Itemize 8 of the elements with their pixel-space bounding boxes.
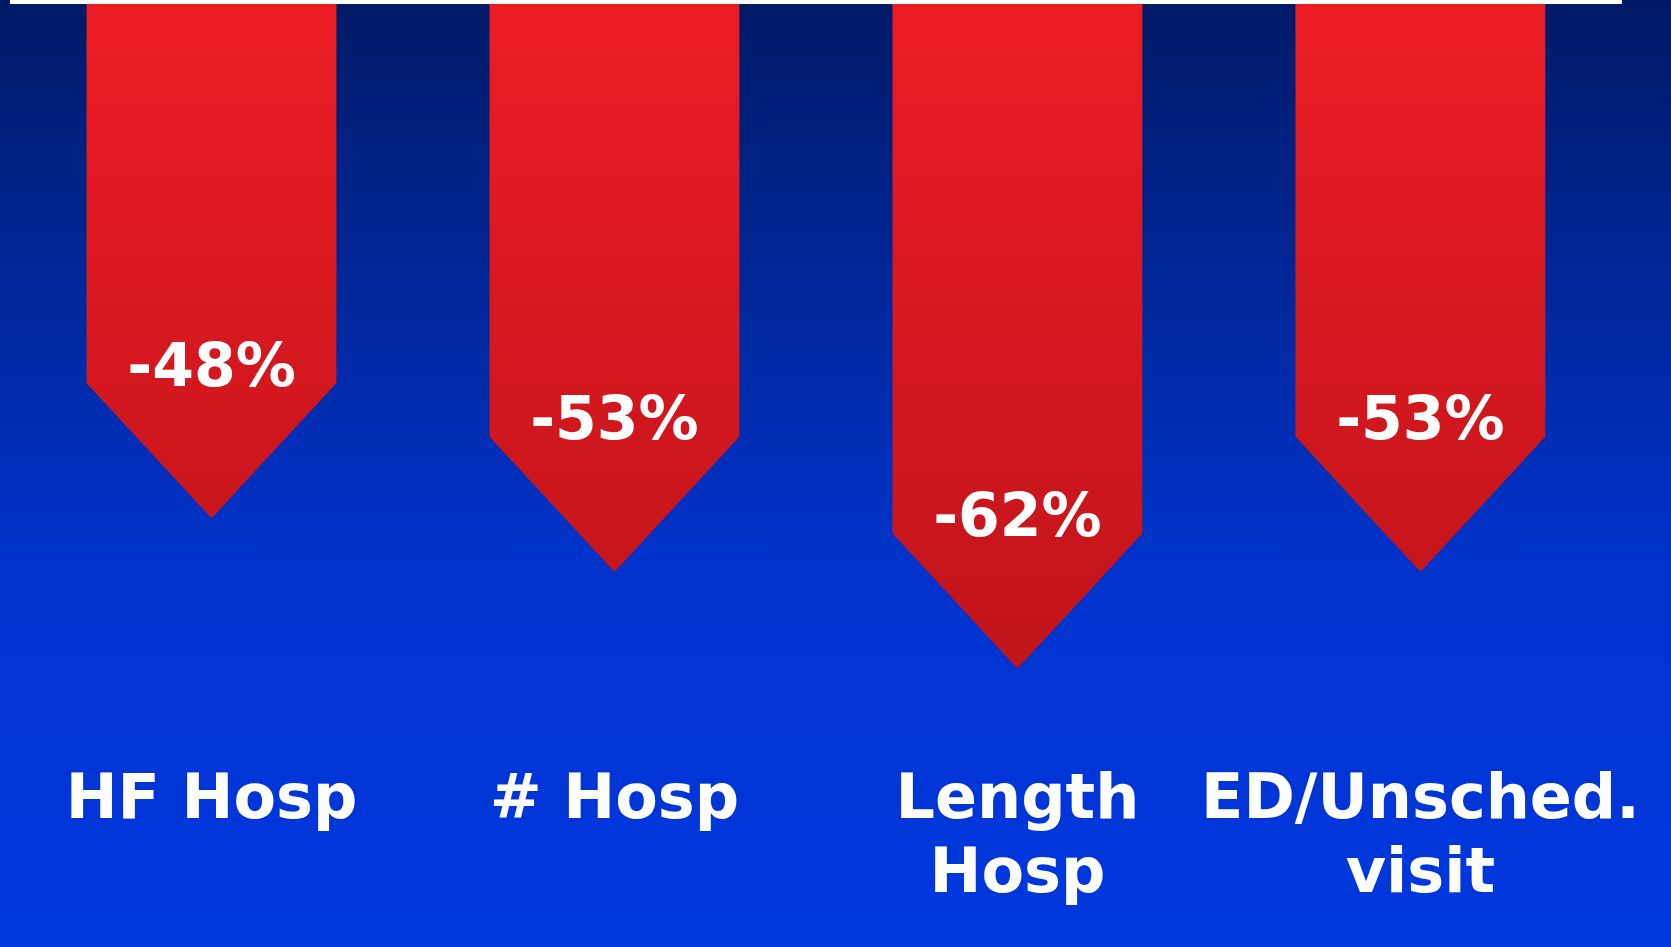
data-label: -62% <box>933 479 1102 550</box>
data-label: -53% <box>1336 383 1505 454</box>
x-tick-label: HF Hosp <box>65 759 358 833</box>
x-tick-label: # Hosp <box>489 759 740 833</box>
x-tick-label: ED/Unsched. visit <box>1201 759 1640 907</box>
data-label: -53% <box>530 383 699 454</box>
data-label: -48% <box>127 329 296 400</box>
x-tick-label: Length Hosp <box>895 759 1140 907</box>
